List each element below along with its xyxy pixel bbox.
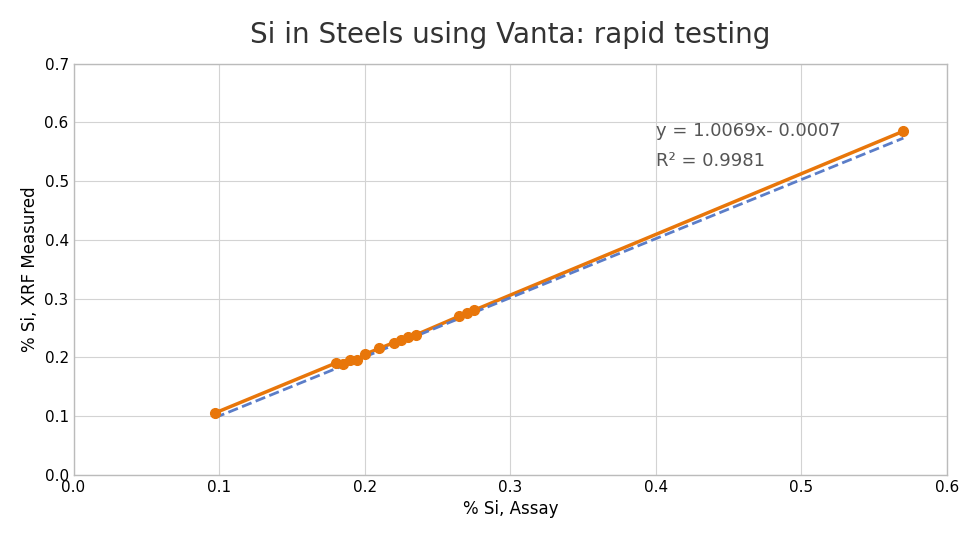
Point [393,335,409,344]
Point [401,333,416,341]
Point [371,344,387,353]
Point [896,127,911,135]
Point [466,306,482,315]
Point [327,359,343,368]
Point [386,338,402,347]
Point [335,360,351,369]
Point [459,309,474,317]
Text: y = 1.0069x- 0.0007
R² = 0.9981: y = 1.0069x- 0.0007 R² = 0.9981 [656,122,841,170]
X-axis label: % Si, Assay: % Si, Assay [463,500,558,518]
Point [350,356,366,364]
Point [342,356,358,364]
Y-axis label: % Si, XRF Measured: % Si, XRF Measured [21,186,39,352]
Point [357,350,372,358]
Point [408,330,423,339]
Title: Si in Steels using Vanta: rapid testing: Si in Steels using Vanta: rapid testing [250,21,770,49]
Point [452,312,467,321]
Point [207,409,222,417]
